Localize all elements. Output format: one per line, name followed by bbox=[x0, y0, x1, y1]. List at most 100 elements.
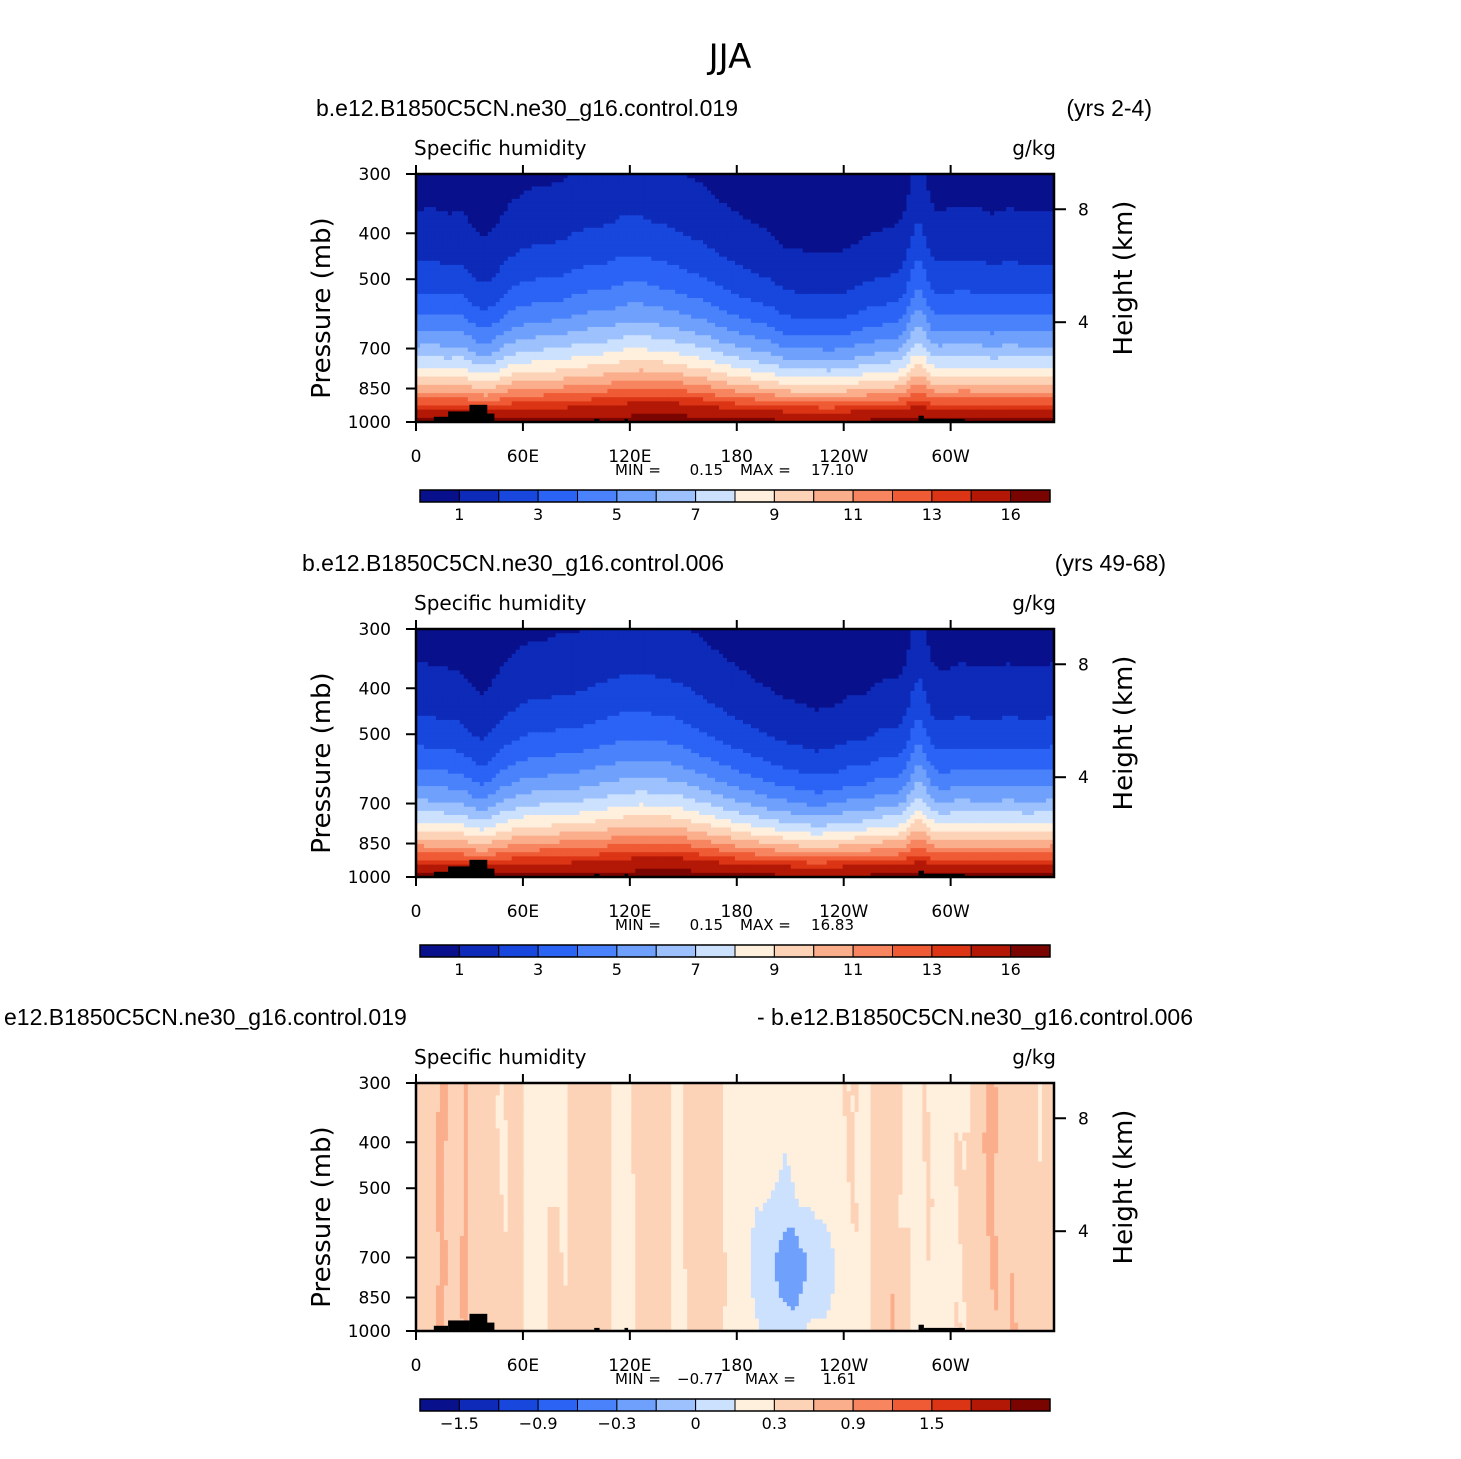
contour-cell bbox=[443, 269, 449, 274]
contour-cell bbox=[639, 326, 644, 332]
contour-cell bbox=[567, 236, 573, 241]
contour-cell bbox=[691, 314, 696, 320]
contour-cell bbox=[687, 293, 692, 299]
contour-cell bbox=[687, 347, 692, 353]
contour-cell bbox=[647, 351, 652, 357]
contour-cell bbox=[723, 326, 728, 332]
contour-cell bbox=[603, 289, 608, 295]
contour-cell bbox=[491, 248, 497, 254]
contour-cell bbox=[659, 281, 664, 287]
contour-cell bbox=[555, 227, 561, 233]
contour-cell bbox=[647, 240, 652, 245]
contour-cell bbox=[527, 174, 533, 179]
contour-cell bbox=[639, 202, 644, 208]
contour-cell bbox=[591, 310, 597, 316]
contour-cell bbox=[703, 260, 708, 266]
contour-cell bbox=[571, 248, 577, 254]
contour-cell bbox=[711, 231, 716, 237]
contour-cell bbox=[463, 314, 469, 320]
contour-cell bbox=[575, 347, 581, 353]
contour-cell bbox=[479, 186, 485, 192]
contour-cell bbox=[651, 236, 656, 241]
contour-cell bbox=[623, 231, 628, 237]
contour-cell bbox=[647, 289, 652, 295]
contour-cell bbox=[519, 236, 525, 241]
contour-cell bbox=[615, 269, 620, 274]
contour-cell bbox=[715, 293, 720, 299]
contour-cell bbox=[447, 260, 453, 266]
contour-cell bbox=[691, 223, 696, 229]
contour-cell bbox=[639, 198, 644, 204]
contour-cell bbox=[738, 182, 744, 187]
contour-cell bbox=[575, 310, 581, 316]
contour-cell bbox=[527, 376, 533, 382]
contour-cell bbox=[707, 198, 712, 204]
contour-cell bbox=[483, 248, 489, 254]
contour-cell bbox=[511, 302, 517, 307]
contour-cell bbox=[431, 343, 437, 349]
contour-cell bbox=[619, 227, 624, 233]
contour-cell bbox=[631, 236, 636, 241]
contour-cell bbox=[723, 281, 728, 287]
contour-cell bbox=[647, 298, 652, 303]
contour-cell bbox=[663, 351, 668, 357]
contour-cell bbox=[711, 368, 716, 373]
contour-cell bbox=[431, 264, 437, 270]
contour-cell bbox=[419, 256, 425, 262]
contour-cell bbox=[511, 331, 517, 336]
contour-cell bbox=[699, 202, 704, 208]
contour-cell bbox=[467, 256, 473, 262]
contour-cell bbox=[483, 310, 489, 316]
contour-cell bbox=[435, 240, 441, 245]
contour-cell bbox=[707, 190, 712, 196]
contour-cell bbox=[499, 190, 505, 196]
contour-cell bbox=[591, 186, 597, 192]
contour-cell bbox=[671, 310, 676, 316]
contour-cell bbox=[427, 281, 433, 287]
contour-cell bbox=[655, 223, 660, 229]
contour-cell bbox=[555, 310, 561, 316]
contour-cell bbox=[503, 281, 509, 287]
contour-cell bbox=[691, 409, 696, 415]
contour-cell bbox=[535, 298, 541, 303]
contour-cell bbox=[431, 306, 437, 311]
contour-cell bbox=[487, 302, 493, 307]
contour-cell bbox=[699, 343, 704, 349]
contour-cell bbox=[495, 207, 501, 212]
contour-cell bbox=[563, 240, 569, 245]
contour-cell bbox=[659, 231, 664, 237]
contour-cell bbox=[635, 314, 640, 320]
contour-cell bbox=[423, 310, 429, 316]
contour-cell bbox=[731, 174, 736, 179]
contour-cell bbox=[563, 236, 569, 241]
contour-cell bbox=[687, 302, 692, 307]
contour-cell bbox=[583, 347, 589, 353]
contour-cell bbox=[651, 289, 656, 295]
contour-cell bbox=[539, 310, 545, 316]
contour-cell bbox=[495, 264, 501, 270]
contour-cell bbox=[495, 285, 501, 291]
contour-cell bbox=[443, 298, 449, 303]
contour-cell bbox=[603, 190, 608, 196]
contour-cell bbox=[675, 364, 680, 369]
contour-cell bbox=[599, 380, 605, 386]
contour-cell bbox=[711, 227, 716, 233]
contour-cell bbox=[655, 190, 660, 196]
contour-cell bbox=[511, 355, 517, 361]
contour-cell bbox=[591, 190, 597, 196]
contour-cell bbox=[487, 376, 493, 382]
contour-cell bbox=[599, 211, 605, 216]
contour-cell bbox=[475, 347, 481, 353]
contour-cell bbox=[527, 397, 533, 402]
contour-cell bbox=[735, 269, 740, 274]
contour-cell bbox=[647, 343, 652, 349]
contour-cell bbox=[715, 285, 720, 291]
contour-cell bbox=[735, 182, 740, 187]
contour-cell bbox=[447, 186, 453, 192]
contour-cell bbox=[483, 339, 489, 345]
contour-cell bbox=[699, 190, 704, 196]
contour-cell bbox=[595, 190, 601, 196]
contour-cell bbox=[659, 318, 664, 324]
contour-cell bbox=[499, 339, 505, 345]
contour-cell bbox=[495, 310, 501, 316]
